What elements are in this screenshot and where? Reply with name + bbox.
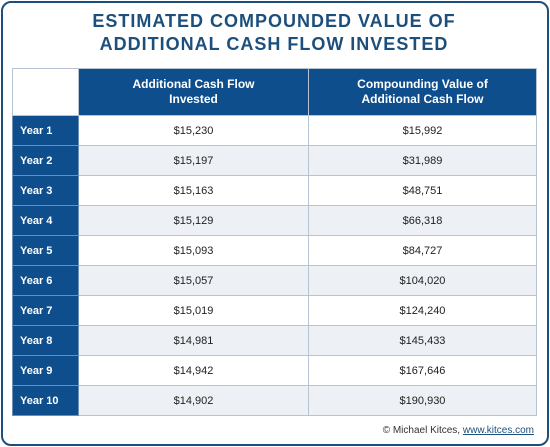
credit: © Michael Kitces, bbox=[382, 425, 461, 436]
row-label: Year 7 bbox=[12, 295, 79, 326]
column-header: Compounding Value of Additional Cash Flo… bbox=[308, 68, 537, 116]
value-cell: $48,751 bbox=[308, 175, 537, 206]
row-label: Year 9 bbox=[12, 355, 79, 386]
value-cell: $15,197 bbox=[78, 145, 309, 176]
value-cell: $104,020 bbox=[308, 265, 537, 296]
title-line: ADDITIONAL CASH FLOW INVESTED bbox=[99, 34, 449, 54]
table-row: Year 7 $15,019 $124,240 bbox=[12, 295, 537, 326]
value-cell: $15,129 bbox=[78, 205, 309, 236]
table-row: Year 8 $14,981 $145,433 bbox=[12, 325, 537, 356]
value-cell: $14,902 bbox=[78, 385, 309, 416]
value-cell: $145,433 bbox=[308, 325, 537, 356]
table-row: Year 9 $14,942 $167,646 bbox=[12, 355, 537, 386]
footer: © Michael Kitces, www.kitces.com bbox=[383, 425, 534, 436]
value-cell: $15,163 bbox=[78, 175, 309, 206]
row-label: Year 3 bbox=[12, 175, 79, 206]
value-cell: $15,057 bbox=[78, 265, 309, 296]
table-row: Year 6 $15,057 $104,020 bbox=[12, 265, 537, 296]
row-label: Year 6 bbox=[12, 265, 79, 296]
value-cell: $190,930 bbox=[308, 385, 537, 416]
value-cell: $66,318 bbox=[308, 205, 537, 236]
value-cell: $15,019 bbox=[78, 295, 309, 326]
title-line: ESTIMATED COMPOUNDED VALUE OF bbox=[92, 11, 456, 31]
value-cell: $31,989 bbox=[308, 145, 537, 176]
value-cell: $14,942 bbox=[78, 355, 309, 386]
corner-cell bbox=[12, 68, 79, 116]
table-body: Year 1 $15,230 $15,992 Year 2 $15,197 $31,989… bbox=[12, 115, 537, 416]
value-cell: $167,646 bbox=[308, 355, 537, 386]
row-label: Year 1 bbox=[12, 115, 79, 146]
column-header-text: Compounding Value of Additional Cash Flo… bbox=[357, 77, 488, 106]
table-row: Year 1 $15,230 $15,992 bbox=[12, 115, 537, 146]
row-label: Year 2 bbox=[12, 145, 79, 176]
table-row: Year 5 $15,093 $84,727 bbox=[12, 235, 537, 266]
column-header: Additional Cash Flow Invested bbox=[78, 68, 309, 116]
table-row: Year 3 $15,163 $48,751 bbox=[12, 175, 537, 206]
title: ESTIMATED COMPOUNDED VALUE OF ADDITIONAL… bbox=[0, 10, 548, 56]
value-cell: $84,727 bbox=[308, 235, 537, 266]
row-label: Year 5 bbox=[12, 235, 79, 266]
row-label: Year 4 bbox=[12, 205, 79, 236]
header-row: Additional Cash Flow Invested Compoundin… bbox=[12, 68, 537, 116]
table-row: Year 2 $15,197 $31,989 bbox=[12, 145, 537, 176]
table-row: Year 4 $15,129 $66,318 bbox=[12, 205, 537, 236]
value-cell: $15,992 bbox=[308, 115, 537, 146]
value-cell: $15,093 bbox=[78, 235, 309, 266]
column-header-text: Additional Cash Flow Invested bbox=[132, 77, 255, 106]
row-label: Year 10 bbox=[12, 385, 79, 416]
row-label: Year 8 bbox=[12, 325, 79, 356]
value-cell: $124,240 bbox=[308, 295, 537, 326]
value-cell: $14,981 bbox=[78, 325, 309, 356]
site-link[interactable]: www.kitces.com bbox=[462, 425, 534, 436]
data-table: Additional Cash Flow Invested Compoundin… bbox=[12, 68, 537, 416]
table-row: Year 10 $14,902 $190,930 bbox=[12, 385, 537, 416]
value-cell: $15,230 bbox=[78, 115, 309, 146]
